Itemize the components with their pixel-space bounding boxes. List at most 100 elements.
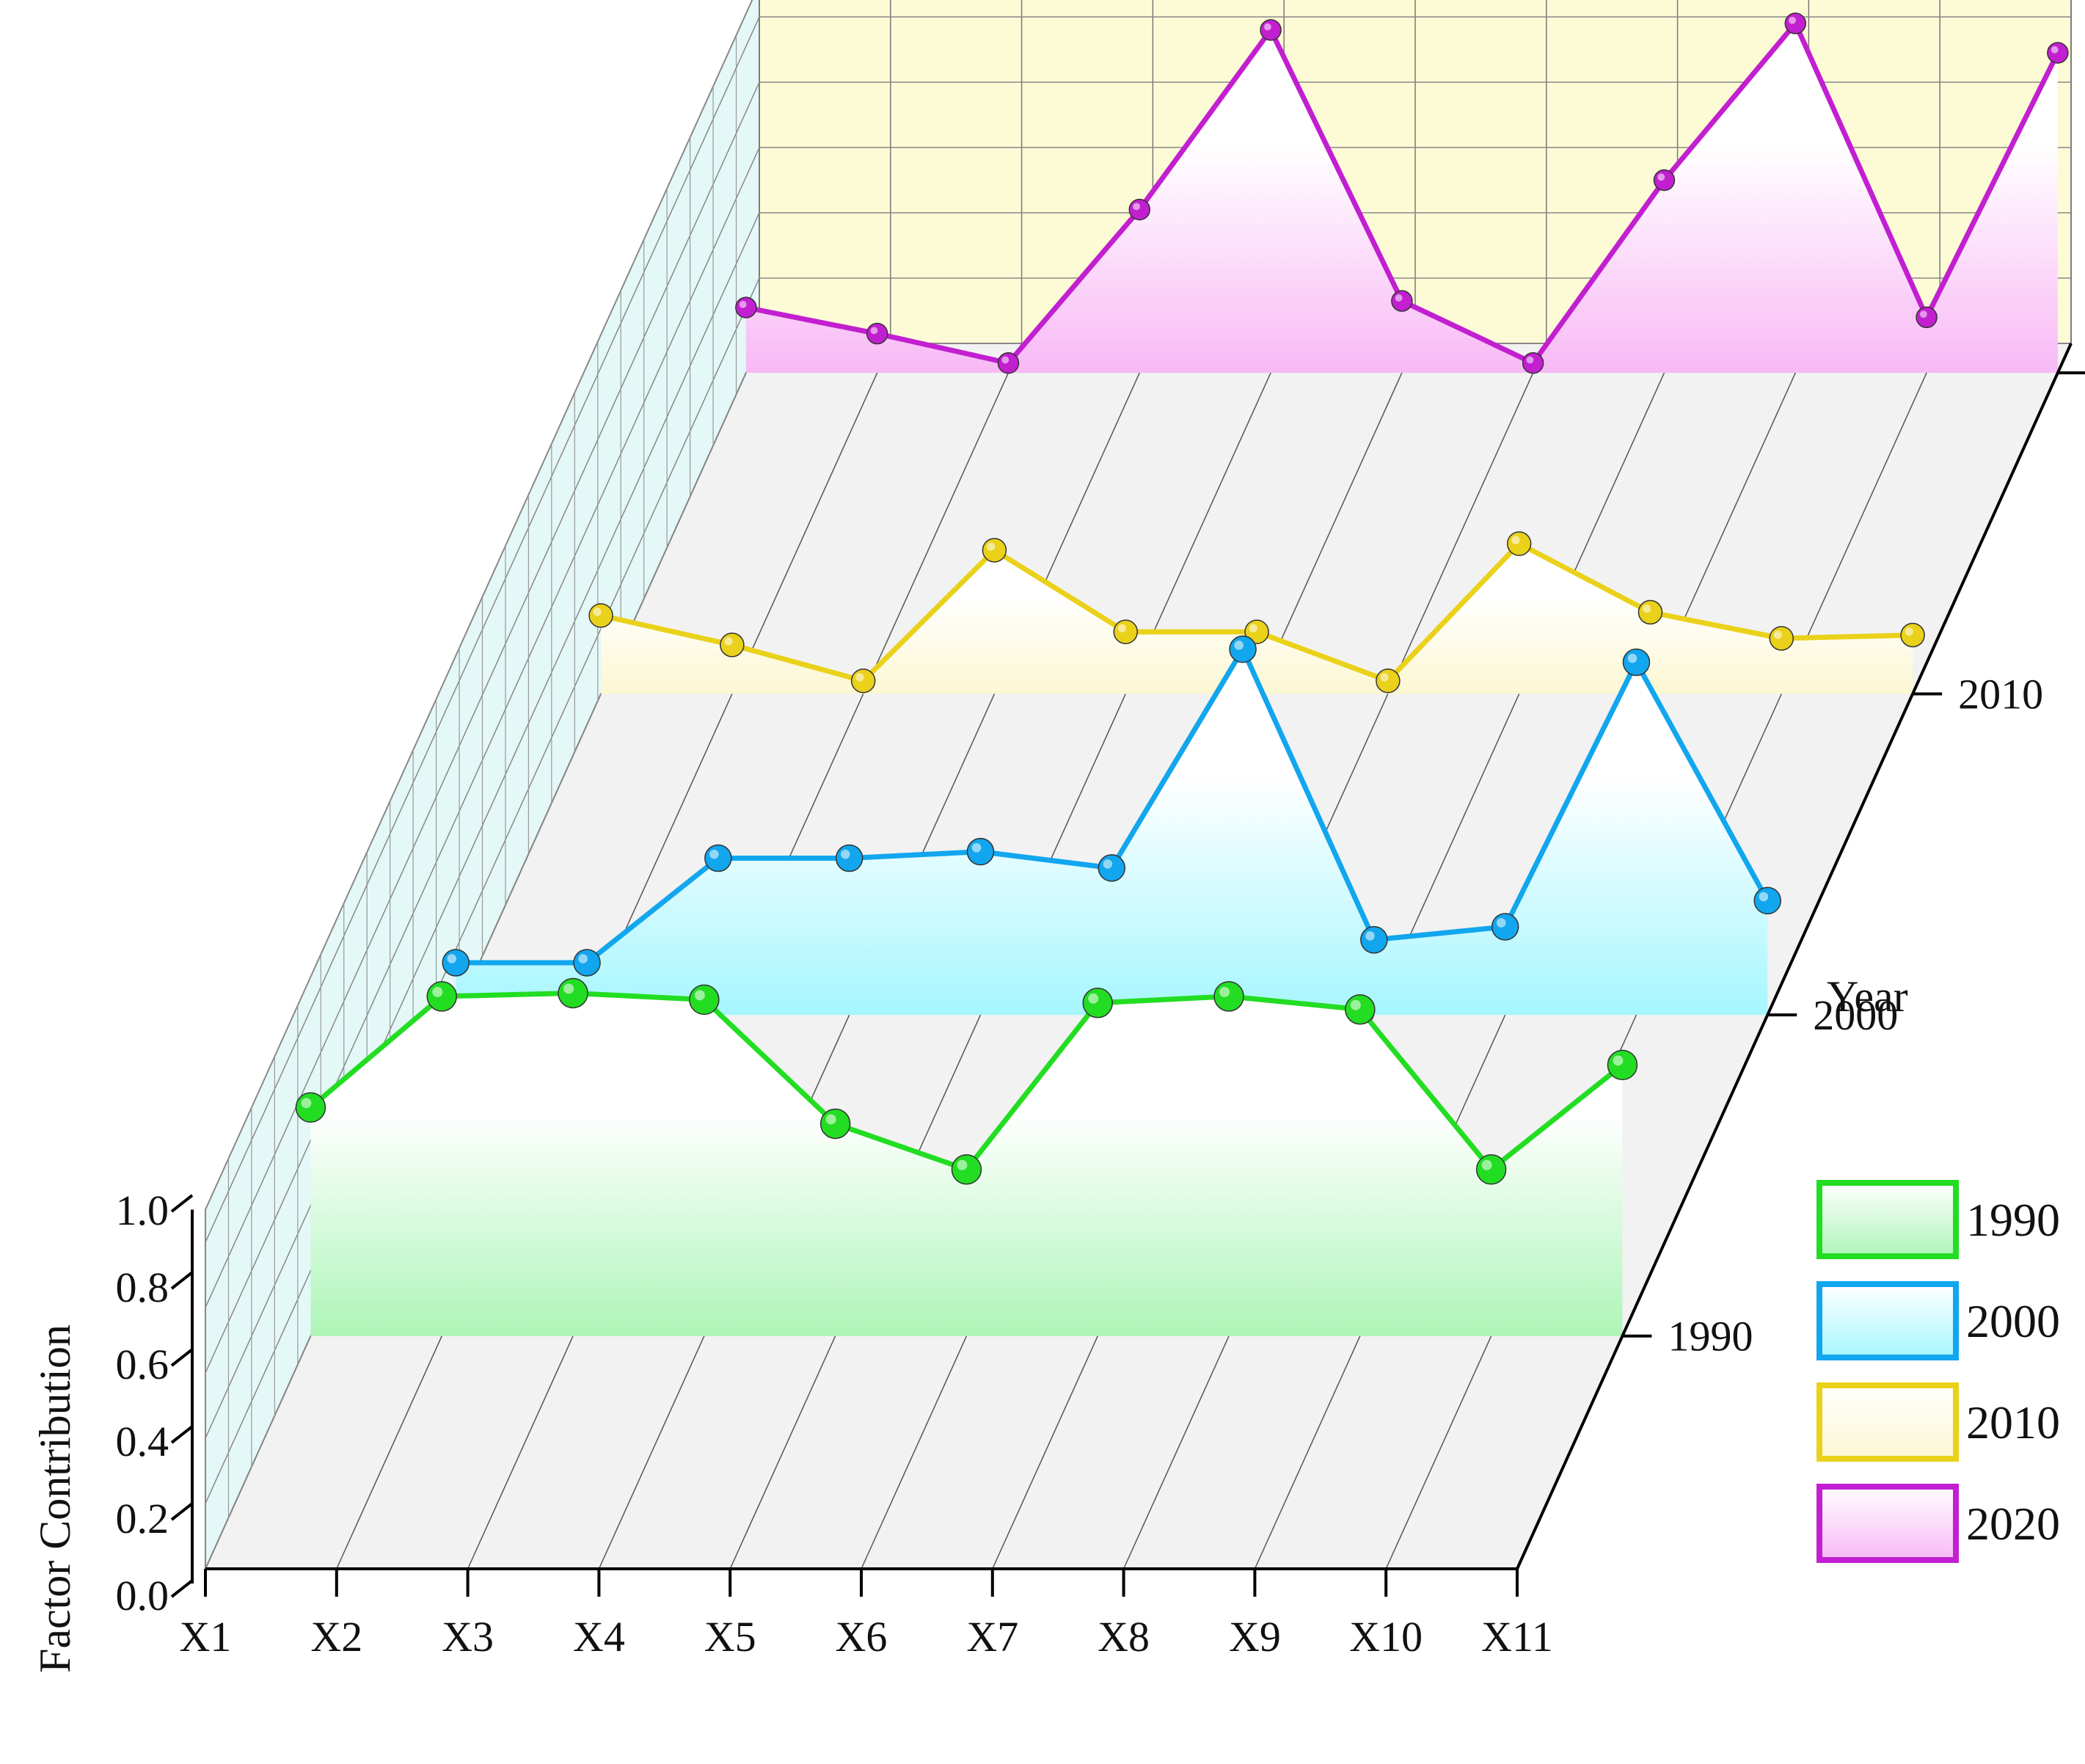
z-tick-label: 1990	[1668, 1313, 1753, 1360]
data-point	[704, 844, 732, 872]
series-2020	[735, 12, 2069, 374]
x-tick-label: X9	[1229, 1613, 1281, 1661]
data-point	[1753, 886, 1782, 915]
axes: X1 X2 X3 X4 X5 X6 X7 X8 X9 X10 X11 0.0 0.2 0.4 0.6 0.8 1…	[116, 343, 2085, 1661]
data-point	[1769, 626, 1794, 651]
data-point-highlight	[724, 637, 733, 646]
z-axis-line	[1516, 343, 2073, 1570]
legend-label: 1990	[1966, 1194, 2060, 1246]
data-point	[295, 1092, 326, 1123]
data-point	[1916, 306, 1938, 329]
data-point	[982, 538, 1007, 563]
data-point-highlight	[1526, 356, 1534, 364]
data-point-highlight	[870, 327, 878, 335]
data-point-highlight	[1905, 627, 1913, 636]
data-point	[835, 844, 863, 872]
y-tick	[170, 1194, 194, 1213]
data-point-highlight	[957, 1159, 968, 1170]
data-point-highlight	[593, 608, 602, 616]
data-point-highlight	[1773, 630, 1783, 639]
x-tick-label: X10	[1349, 1613, 1423, 1661]
data-point-highlight	[1657, 173, 1665, 181]
y-tick-label: 0.2	[116, 1495, 169, 1542]
data-point	[1622, 648, 1651, 677]
y-tick	[170, 1271, 194, 1290]
legend-swatch-1990	[1816, 1180, 1959, 1259]
data-point	[442, 949, 470, 977]
x-tick-label: X4	[573, 1613, 625, 1661]
legend-label: 2000	[1966, 1295, 2060, 1347]
legend-swatch-2020	[1816, 1484, 1959, 1563]
x-tick-label: X8	[1098, 1613, 1150, 1661]
series-area-2000	[456, 649, 1768, 1016]
data-point	[1082, 988, 1113, 1018]
data-point	[997, 351, 1020, 374]
data-point-highlight	[447, 954, 457, 963]
data-point-highlight	[1496, 918, 1506, 927]
data-point	[735, 296, 757, 318]
series-area-2010	[601, 543, 1913, 694]
data-point	[966, 837, 995, 866]
data-point	[573, 949, 601, 977]
data-point-highlight	[694, 990, 705, 1001]
data-point	[819, 1108, 851, 1140]
legend: 1990 2000 2010 2020	[1816, 1180, 2060, 1563]
y-tick-label: 0.4	[116, 1418, 169, 1465]
y-tick-label: 1.0	[116, 1187, 169, 1234]
data-point	[426, 981, 457, 1012]
data-point	[1506, 531, 1532, 556]
data-point-highlight	[1627, 653, 1637, 663]
data-point	[1213, 981, 1244, 1012]
y-tick-label: 0.6	[116, 1341, 169, 1388]
data-point-highlight	[840, 849, 850, 859]
data-point-highlight	[1001, 356, 1009, 364]
x-tick-label: X11	[1481, 1613, 1553, 1661]
y-tick	[170, 1425, 194, 1444]
x-tick-label: X2	[310, 1613, 362, 1661]
data-point-highlight	[825, 1114, 836, 1125]
series-layer	[295, 12, 2069, 1336]
data-point	[720, 633, 745, 657]
data-point	[1098, 854, 1126, 882]
data-point-highlight	[1263, 23, 1271, 31]
data-point	[1391, 290, 1413, 312]
data-point	[1491, 913, 1519, 941]
data-point	[1345, 994, 1376, 1025]
data-point-highlight	[1511, 536, 1520, 544]
x-tick-label: X1	[180, 1613, 232, 1661]
data-point	[1637, 599, 1663, 625]
data-point-highlight	[855, 673, 864, 682]
legend-label: 2020	[1966, 1498, 2060, 1550]
y-tick	[170, 1348, 194, 1367]
y-tick	[170, 1579, 194, 1598]
data-point-highlight	[1643, 604, 1651, 613]
legend-swatch-2000	[1816, 1281, 1959, 1360]
x-tick-label: X5	[704, 1613, 756, 1661]
data-point-highlight	[739, 300, 747, 308]
data-point-highlight	[301, 1098, 312, 1109]
data-point-highlight	[563, 983, 574, 994]
data-point	[1900, 622, 1925, 648]
data-point-highlight	[1133, 203, 1140, 211]
x-tick-label: X6	[836, 1613, 888, 1661]
z-axis-title: Year	[1827, 972, 1908, 1021]
series-area-2020	[745, 23, 2058, 373]
data-point-highlight	[1103, 859, 1113, 869]
data-point-highlight	[1919, 310, 1927, 318]
data-point-highlight	[709, 849, 719, 859]
data-point-highlight	[1117, 624, 1127, 633]
data-point-highlight	[1380, 673, 1389, 682]
data-point	[1128, 198, 1151, 221]
x-tick-label: X3	[442, 1613, 494, 1661]
z-tick-label: 2000	[1813, 991, 1898, 1039]
data-point	[1376, 668, 1401, 693]
data-point	[689, 984, 720, 1016]
data-point	[1260, 19, 1282, 41]
data-point-highlight	[1234, 641, 1244, 650]
y-tick-label: 0.0	[116, 1572, 169, 1619]
data-point-highlight	[1789, 16, 1796, 24]
data-point	[850, 668, 876, 693]
data-point	[1522, 351, 1544, 374]
data-point	[1784, 12, 1807, 34]
data-point-highlight	[578, 954, 588, 963]
